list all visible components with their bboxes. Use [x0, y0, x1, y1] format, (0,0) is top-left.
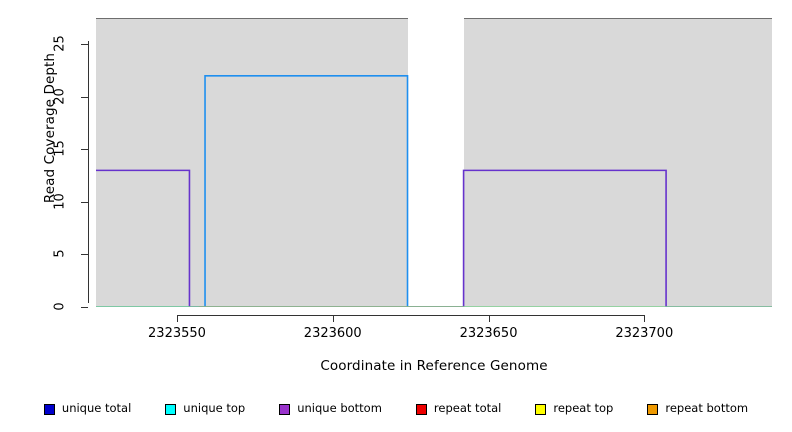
- panel-background-right: [463, 18, 772, 307]
- legend-label: unique total: [61, 401, 132, 416]
- y-tick-label: 5: [52, 249, 68, 259]
- legend-item-repeat-bottom[interactable]: repeat bottom: [647, 403, 748, 415]
- legend-item-repeat-total[interactable]: repeat total: [415, 401, 502, 416]
- legend-label: repeat bottom: [665, 401, 749, 416]
- legend-swatch-icon: [535, 403, 547, 415]
- legend-swatch-icon: [415, 403, 427, 415]
- y-tick-mark: [81, 307, 88, 308]
- y-tick-label: 0: [52, 302, 68, 311]
- x-tick-label: 2323700: [615, 326, 674, 341]
- y-tick-mark: [81, 149, 88, 151]
- x-tick-label: 2323600: [303, 326, 362, 341]
- legend-label: unique top: [183, 401, 246, 416]
- x-tick-mark: [176, 315, 178, 322]
- x-axis-line: [178, 315, 644, 316]
- y-tick-label: 10: [52, 193, 68, 210]
- legend-item-unique-bottom[interactable]: unique bottom: [279, 403, 382, 415]
- panel-top-edge-left: [96, 18, 408, 19]
- x-tick-label: 2323550: [148, 326, 206, 341]
- legend-label: repeat top: [553, 401, 614, 416]
- x-axis-label: Coordinate in Reference Genome: [320, 358, 548, 374]
- panel-background-left: [96, 18, 408, 307]
- series-line-unique-bottom: [96, 170, 772, 307]
- legend-item-unique-top[interactable]: unique top: [165, 403, 245, 415]
- y-tick-mark: [81, 201, 88, 203]
- y-tick-mark: [81, 44, 88, 46]
- legend-item-unique-total[interactable]: unique total: [43, 401, 132, 416]
- legend-item-repeat-top[interactable]: repeat top: [535, 403, 613, 415]
- legend-label: repeat total: [433, 401, 502, 416]
- series-lines: [96, 18, 772, 307]
- series-line-unique-top: [96, 76, 464, 307]
- y-tick-label: 15: [52, 140, 68, 158]
- y-tick-label: 25: [52, 35, 68, 53]
- x-tick-mark: [488, 315, 490, 322]
- chart-legend: unique total unique top unique bottom repea…: [0, 398, 792, 420]
- legend-swatch-icon: [165, 403, 177, 415]
- x-tick-mark: [644, 315, 646, 322]
- panel-top-edge-right: [463, 18, 772, 19]
- plot-area: [96, 18, 772, 307]
- legend-swatch-icon: [279, 403, 291, 415]
- legend-swatch-icon: [43, 403, 55, 415]
- y-tick-label: 20: [52, 88, 68, 105]
- x-tick-label: 2323650: [459, 326, 518, 341]
- legend-label: unique bottom: [297, 401, 382, 416]
- y-axis-line: [88, 41, 89, 303]
- y-tick-mark: [81, 254, 88, 256]
- legend-swatch-icon: [647, 403, 659, 415]
- x-tick-mark: [332, 315, 334, 322]
- y-tick-mark: [81, 96, 88, 98]
